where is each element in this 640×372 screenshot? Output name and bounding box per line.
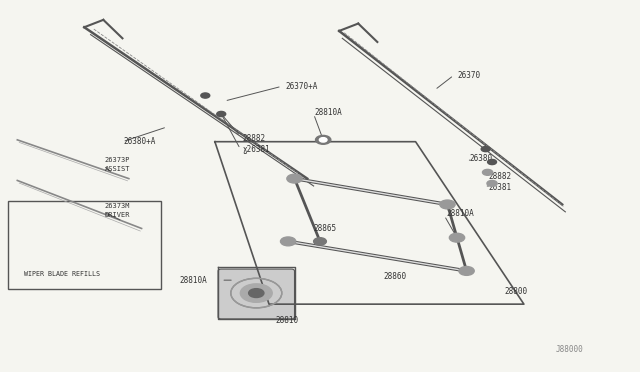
Circle shape [440, 200, 455, 209]
Circle shape [449, 233, 465, 242]
Text: WIPER BLADE REFILLS: WIPER BLADE REFILLS [24, 272, 100, 278]
Circle shape [314, 238, 326, 245]
Text: J88000: J88000 [556, 345, 584, 354]
Text: 26380: 26380 [470, 154, 493, 163]
Circle shape [251, 290, 261, 296]
Circle shape [287, 174, 302, 183]
Circle shape [280, 237, 296, 246]
Text: 28810A: 28810A [446, 209, 474, 218]
Circle shape [316, 135, 331, 144]
Text: 28810: 28810 [275, 316, 298, 325]
Circle shape [459, 266, 474, 275]
Text: 28882: 28882 [489, 172, 512, 181]
FancyBboxPatch shape [218, 269, 294, 319]
Text: ɣ26381: ɣ26381 [243, 145, 270, 154]
Text: 28882: 28882 [243, 134, 266, 142]
Text: 26370: 26370 [457, 71, 480, 80]
Text: 28865: 28865 [314, 224, 337, 233]
Text: 26370+A: 26370+A [285, 82, 317, 91]
Circle shape [248, 289, 264, 298]
Text: 26381: 26381 [489, 183, 512, 192]
Circle shape [483, 169, 493, 175]
Circle shape [481, 147, 490, 152]
Text: 26373P: 26373P [104, 157, 130, 163]
Circle shape [241, 284, 272, 302]
Bar [8, 201, 161, 289]
Circle shape [319, 138, 327, 142]
Circle shape [201, 93, 210, 98]
Circle shape [487, 180, 497, 186]
Text: 26380+A: 26380+A [124, 137, 156, 146]
Text: 28810A: 28810A [315, 108, 342, 117]
Circle shape [488, 160, 497, 164]
Text: ASSIST: ASSIST [104, 166, 130, 172]
Text: 28810A: 28810A [180, 276, 207, 285]
Text: DRIVER: DRIVER [104, 212, 130, 218]
Text: 28800: 28800 [505, 287, 528, 296]
Circle shape [217, 112, 226, 116]
Text: 28860: 28860 [384, 272, 407, 281]
Text: 26373M: 26373M [104, 203, 130, 209]
